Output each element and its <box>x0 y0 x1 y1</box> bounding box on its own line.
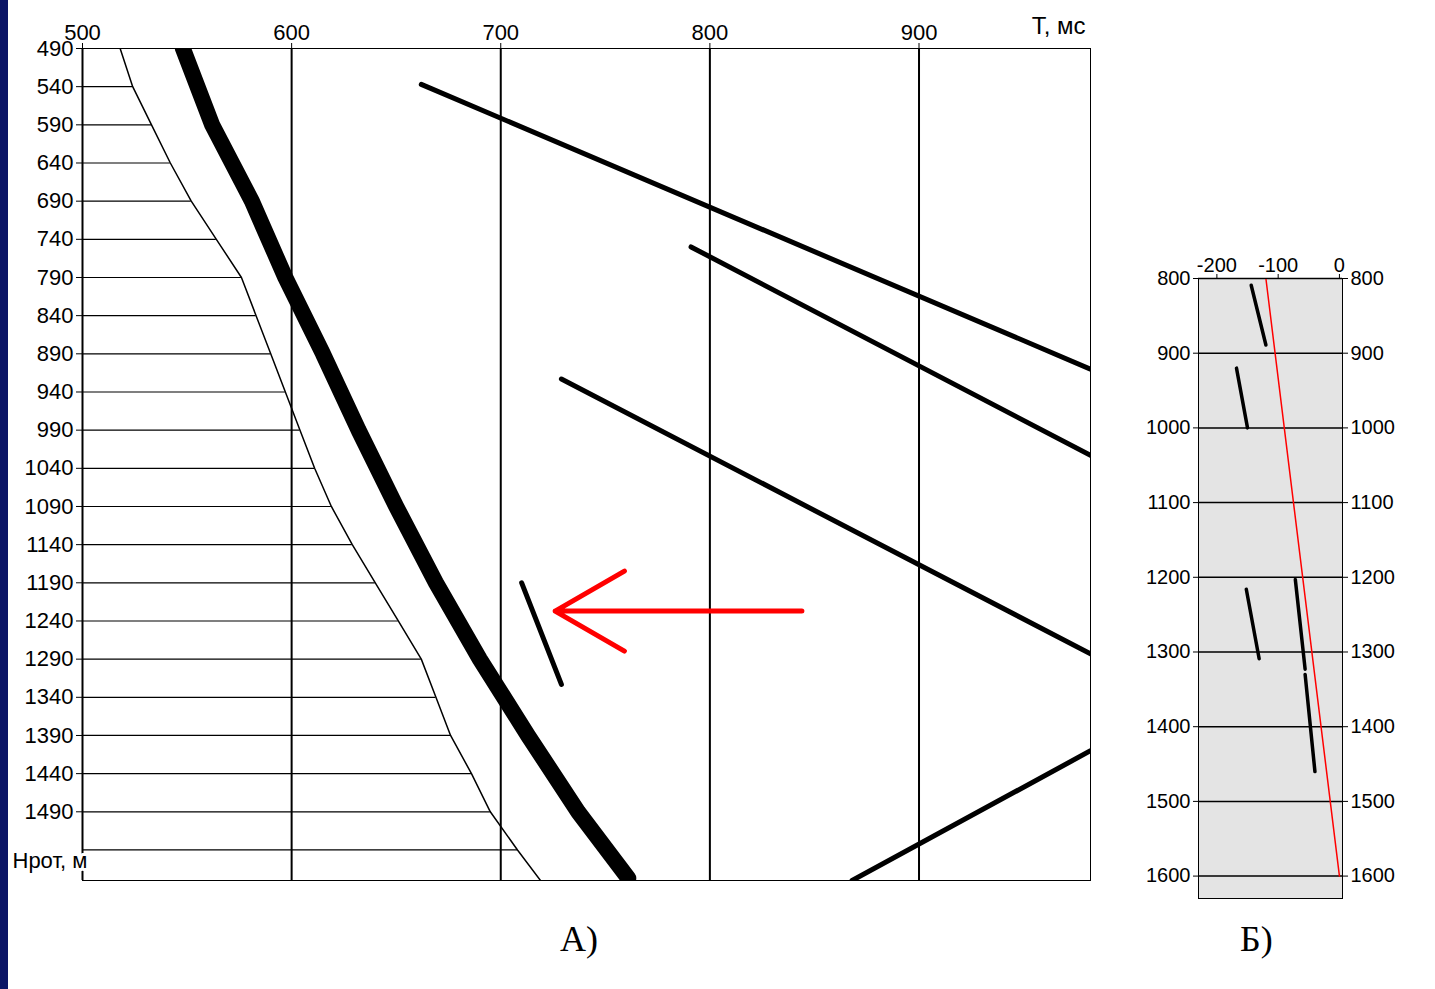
svg-text:900: 900 <box>1351 342 1384 364</box>
svg-text:1140: 1140 <box>26 532 73 557</box>
svg-text:1440: 1440 <box>25 761 74 786</box>
svg-text:-200: -200 <box>1197 254 1237 276</box>
svg-text:900: 900 <box>901 20 938 45</box>
svg-text:-100: -100 <box>1258 254 1298 276</box>
svg-text:740: 740 <box>37 226 74 251</box>
svg-text:890: 890 <box>37 341 74 366</box>
svg-text:T, мс: T, мс <box>1032 12 1086 39</box>
svg-text:1390: 1390 <box>25 723 74 748</box>
svg-text:1200: 1200 <box>1146 566 1191 588</box>
svg-text:Нрот, м: Нрот, м <box>13 848 88 873</box>
svg-text:800: 800 <box>692 20 729 45</box>
svg-text:1340: 1340 <box>25 684 74 709</box>
svg-text:1200: 1200 <box>1351 566 1396 588</box>
svg-text:1490: 1490 <box>25 799 74 824</box>
svg-text:1500: 1500 <box>1146 790 1191 812</box>
svg-text:840: 840 <box>37 303 74 328</box>
svg-text:1300: 1300 <box>1146 640 1191 662</box>
svg-text:540: 540 <box>37 74 74 99</box>
svg-text:1600: 1600 <box>1351 864 1396 886</box>
svg-text:1190: 1190 <box>26 570 73 595</box>
svg-text:500: 500 <box>64 19 101 45</box>
svg-text:1400: 1400 <box>1351 715 1396 737</box>
svg-text:1100: 1100 <box>1351 491 1394 513</box>
svg-text:800: 800 <box>1157 267 1190 289</box>
svg-text:1400: 1400 <box>1146 715 1191 737</box>
svg-text:990: 990 <box>37 417 74 442</box>
svg-text:940: 940 <box>37 379 74 404</box>
svg-text:800: 800 <box>1351 267 1384 289</box>
svg-text:640: 640 <box>37 150 74 175</box>
svg-text:690: 690 <box>37 188 74 213</box>
svg-text:1000: 1000 <box>1146 416 1191 438</box>
svg-text:1040: 1040 <box>25 455 74 480</box>
svg-text:1000: 1000 <box>1351 416 1396 438</box>
svg-text:1100: 1100 <box>1147 491 1190 513</box>
svg-text:1500: 1500 <box>1351 790 1396 812</box>
svg-text:900: 900 <box>1157 342 1190 364</box>
svg-text:1300: 1300 <box>1351 640 1396 662</box>
svg-text:1600: 1600 <box>1146 864 1191 886</box>
svg-text:790: 790 <box>37 265 74 290</box>
svg-text:590: 590 <box>37 112 74 137</box>
svg-text:490: 490 <box>37 36 74 61</box>
svg-text:1240: 1240 <box>25 608 74 633</box>
svg-text:700: 700 <box>482 20 519 45</box>
svg-text:0: 0 <box>1334 254 1345 276</box>
svg-text:600: 600 <box>273 20 310 45</box>
html-text:А): А) <box>560 919 598 959</box>
svg-text:1290: 1290 <box>25 646 74 671</box>
html-text:Б): Б) <box>1240 919 1273 959</box>
svg-text:1090: 1090 <box>25 494 74 519</box>
